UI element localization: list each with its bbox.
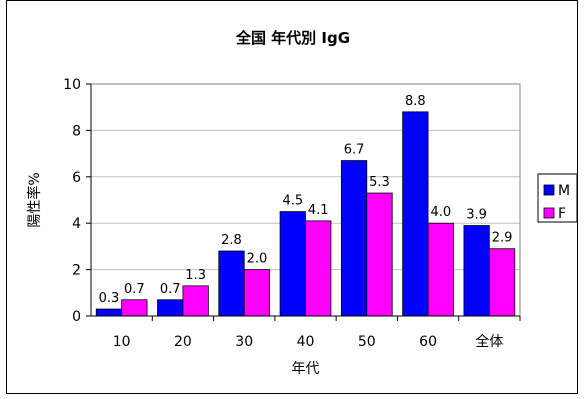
bar-M — [95, 308, 123, 317]
y-tick-label: 2 — [72, 263, 81, 279]
x-ticks: 10 20 30 40 50 60 全体 — [113, 316, 521, 350]
bar-F — [427, 222, 454, 317]
chart-title: 全国 年代別 IgG — [235, 29, 350, 47]
data-label-M: 8.8 — [405, 94, 426, 109]
x-axis-title: 年代 — [292, 361, 320, 377]
x-tick-label: 全体 — [475, 333, 503, 350]
y-ticks: 0 2 4 6 8 10 — [63, 77, 91, 325]
data-label-M: 4.5 — [282, 194, 303, 209]
data-label-F: 2.9 — [492, 231, 513, 246]
chart-area: 全国 年代別 IgG 0 2 4 6 8 10 10 20 30 40 50 60 全体 0.3 0.7… — [6, 0, 578, 394]
data-label-F: 1.3 — [185, 268, 206, 283]
bar-F — [305, 220, 332, 317]
data-label-F: 0.7 — [124, 282, 145, 297]
bar-M — [463, 225, 490, 317]
bar-M — [340, 160, 368, 317]
y-tick-label: 10 — [63, 77, 81, 93]
legend-label-F: F — [558, 206, 566, 222]
bar-M — [218, 250, 245, 317]
x-tick-label: 50 — [358, 334, 376, 350]
y-tick-label: 4 — [72, 216, 81, 232]
x-tick-label: 30 — [235, 334, 253, 350]
bar-F — [488, 248, 516, 317]
axes — [90, 84, 520, 317]
chart-svg: 全国 年代別 IgG 0 2 4 6 8 10 10 20 30 40 50 60 全体 0.3 0.7… — [26, 29, 578, 377]
y-tick-label: 0 — [72, 309, 81, 325]
bar-F — [243, 269, 271, 317]
legend-label-M: M — [558, 183, 570, 199]
data-label-F: 4.1 — [308, 203, 329, 218]
legend-swatch-M — [543, 184, 555, 196]
data-labels: 0.3 0.7 0.7 1.3 2.8 2.0 4.5 4.1 6.7 5.3 8.8 4.0 3.9 2… — [99, 94, 513, 306]
bar-F — [182, 285, 209, 317]
data-label-M: 2.8 — [221, 233, 242, 248]
x-tick-label: 40 — [297, 334, 315, 350]
data-label-M: 3.9 — [466, 208, 487, 223]
data-label-M: 0.3 — [99, 291, 120, 306]
data-label-M: 6.7 — [344, 143, 365, 158]
bar-M — [279, 211, 306, 317]
data-label-M: 0.7 — [160, 282, 181, 297]
data-label-F: 2.0 — [247, 252, 268, 267]
bar-F — [121, 299, 148, 317]
y-tick-label: 8 — [72, 123, 81, 139]
x-tick-label: 20 — [174, 334, 192, 350]
x-tick-label: 60 — [419, 334, 437, 350]
x-tick-label: 10 — [113, 334, 131, 350]
bar-F — [366, 192, 393, 317]
bar-M — [402, 111, 429, 317]
data-label-F: 5.3 — [369, 175, 390, 190]
legend: MF — [537, 173, 578, 223]
data-label-F: 4.0 — [430, 205, 451, 220]
y-tick-label: 6 — [72, 170, 81, 186]
y-axis-title: 陽性率% — [26, 172, 43, 227]
bar-M — [157, 299, 184, 317]
bars — [95, 111, 516, 317]
legend-swatch-F — [543, 207, 555, 219]
